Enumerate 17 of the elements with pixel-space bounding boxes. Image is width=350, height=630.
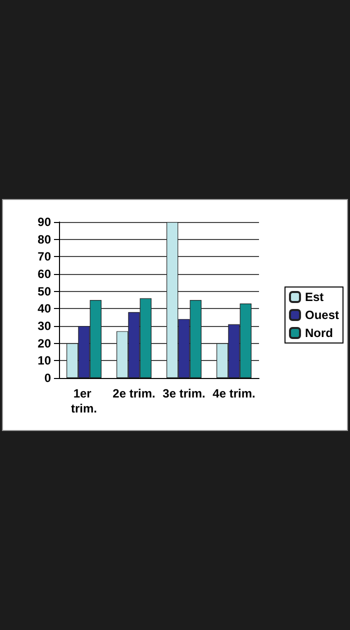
y-tick-label: 20 bbox=[38, 336, 52, 350]
x-tick-label: 2e trim. bbox=[112, 386, 156, 400]
y-tick-label: 40 bbox=[38, 302, 52, 316]
y-tick-label: 80 bbox=[38, 232, 52, 246]
y-tick-label: 30 bbox=[38, 319, 52, 333]
y-tick-label: 70 bbox=[38, 250, 52, 264]
x-tick-label: 1er trim. bbox=[70, 386, 98, 416]
y-tick-label: 90 bbox=[38, 215, 52, 229]
x-tick-label: 4e trim. bbox=[212, 386, 256, 400]
y-tick-label: 0 bbox=[44, 371, 52, 385]
legend-label: Est bbox=[304, 290, 324, 304]
y-tick-label: 60 bbox=[38, 267, 52, 281]
legend-label: Ouest bbox=[304, 308, 340, 322]
x-tick-label: 3e trim. bbox=[162, 386, 206, 400]
legend-label: Nord bbox=[304, 326, 333, 340]
y-tick-label: 50 bbox=[38, 284, 52, 298]
y-tick-label: 10 bbox=[38, 354, 52, 368]
